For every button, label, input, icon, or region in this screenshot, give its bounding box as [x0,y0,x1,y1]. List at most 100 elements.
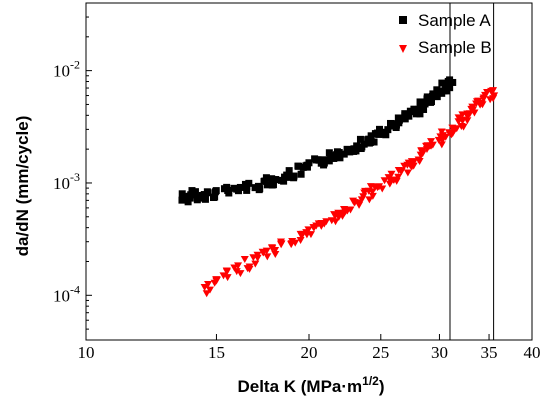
data-point-sample-b [259,249,268,257]
data-point-sample-a [367,132,375,140]
data-point-sample-a [416,98,424,106]
data-point-sample-b [458,117,467,125]
data-point-sample-a [336,154,344,162]
data-point-sample-a [352,147,360,155]
data-point-sample-b [368,188,377,196]
data-point-sample-b [340,206,349,214]
data-point-sample-b [365,196,374,204]
data-point-sample-b [360,189,369,197]
data-point-sample-b [296,236,305,244]
data-point-sample-b [287,240,296,248]
x-tick-label: 15 [208,343,225,362]
data-point-sample-a [325,157,333,165]
data-point-sample-b [410,158,419,166]
data-point-sample-a [320,161,328,169]
data-point-sample-b [277,241,286,249]
data-point-sample-a [394,114,402,122]
data-point-sample-b [243,265,252,273]
data-point-sample-b [387,170,396,178]
data-point-sample-b [309,224,318,232]
data-point-sample-a [236,183,244,191]
data-point-sample-a [335,149,343,157]
data-point-sample-b [251,260,260,268]
data-point-sample-a [384,126,392,134]
data-point-sample-b [222,267,231,275]
data-point-sample-b [380,177,389,185]
data-point-sample-a [285,167,293,175]
data-point-sample-b [331,218,340,226]
data-point-sample-b [234,262,243,270]
data-point-sample-a [446,84,454,92]
data-point-sample-b [223,274,232,282]
data-point-sample-b [204,281,213,289]
data-point-sample-b [437,141,446,149]
data-point-sample-b [473,98,482,106]
data-point-sample-b [448,124,457,132]
data-point-sample-b [302,231,311,239]
data-point-sample-a [375,125,383,133]
data-point-sample-a [416,110,424,118]
data-point-sample-b [202,290,211,298]
data-point-sample-a [346,148,354,156]
data-point-sample-a [392,121,400,129]
data-point-sample-b [271,251,280,259]
data-point-sample-a [294,162,302,170]
data-point-sample-a [449,78,457,86]
data-point-sample-b [232,268,241,276]
data-point-sample-b [438,135,447,143]
data-point-sample-a [442,82,450,90]
x-axis-ticks: 10 15 20 25 30 35 40 [78,334,541,362]
data-point-sample-b [468,103,477,111]
data-point-sample-a [225,189,233,197]
data-point-sample-a [436,87,444,95]
legend-marker-sample-b [399,45,407,53]
data-point-sample-b [317,222,326,230]
data-point-sample-a [401,110,409,118]
data-point-sample-a [188,187,196,195]
data-point-sample-b [463,113,472,121]
data-point-sample-a [340,150,348,158]
data-point-sample-a [387,119,395,127]
data-point-sample-b [378,185,387,193]
data-point-sample-b [219,272,228,280]
data-point-sample-a [184,198,192,206]
data-point-sample-a [370,138,378,146]
data-point-sample-a [406,107,414,115]
data-point-sample-b [478,101,487,109]
x-tick-label: 40 [524,343,541,362]
data-point-sample-a [312,156,320,164]
data-point-sample-b [409,162,418,170]
y-tick-label: 10-4 [53,282,80,305]
data-point-sample-a [181,192,189,200]
data-point-sample-a [366,138,374,146]
x-tick-label: 35 [481,343,498,362]
legend-label-sample-a: Sample A [418,11,491,30]
data-point-sample-a [297,170,305,178]
data-point-sample-a [427,94,435,102]
data-point-sample-b [230,264,239,272]
data-point-sample-b [463,117,472,125]
data-point-sample-b [403,169,412,177]
y-tick-label: 10-3 [53,170,80,193]
data-point-sample-a [303,161,311,169]
data-point-sample-b [385,180,394,188]
data-point-sample-b [359,193,368,201]
data-point-sample-a [412,110,420,118]
data-point-sample-a [283,171,291,179]
data-point-sample-b [437,128,446,136]
data-point-sample-b [454,114,463,122]
data-point-sample-b [346,206,355,214]
data-point-sample-a [325,149,333,157]
x-tick-label: 10 [78,343,95,362]
data-point-sample-a [223,183,231,191]
data-point-sample-b [200,283,209,291]
data-point-sample-a [212,187,220,195]
x-tick-label: 20 [301,343,318,362]
x-tick-label: 25 [372,343,389,362]
data-point-sample-b [427,142,436,150]
data-point-sample-b [458,111,467,119]
data-point-sample-b [368,192,377,200]
data-point-sample-b [487,87,496,95]
data-point-sample-a [429,90,437,98]
data-point-sample-b [457,123,466,131]
